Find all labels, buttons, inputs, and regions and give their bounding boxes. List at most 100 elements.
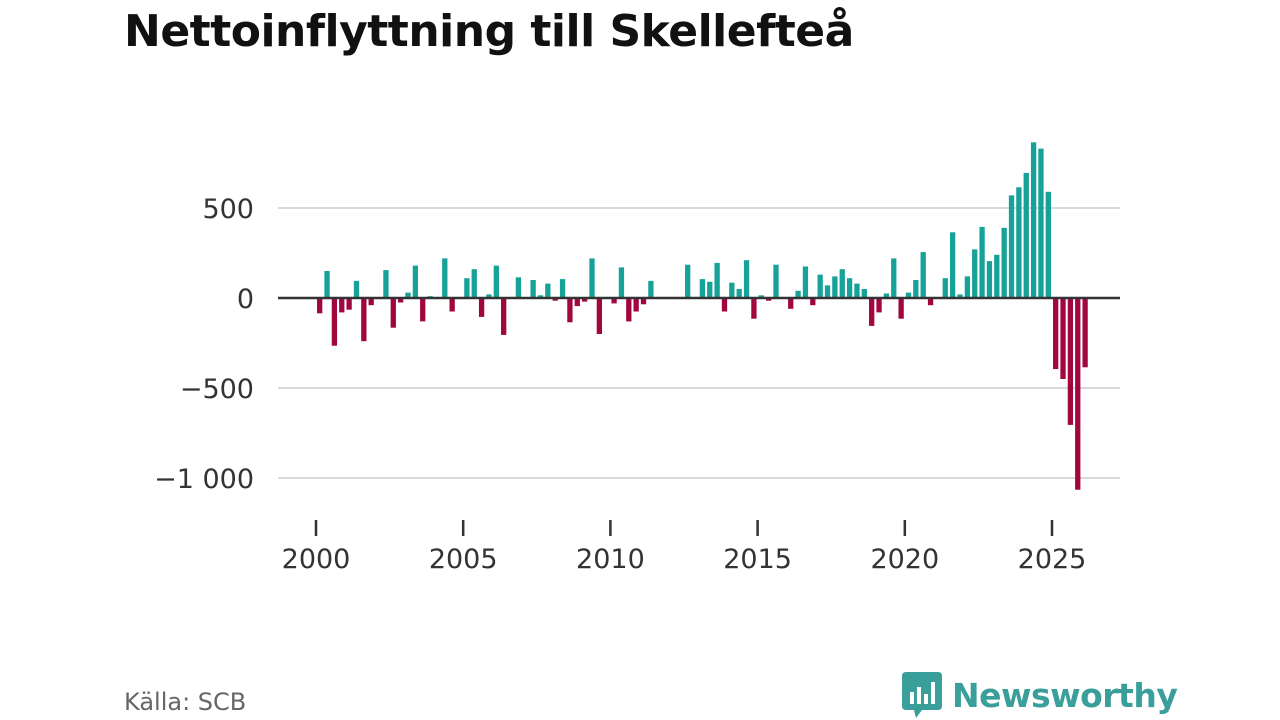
bar	[854, 283, 860, 298]
bar	[648, 280, 654, 298]
bar	[883, 293, 890, 298]
bar	[1038, 148, 1044, 298]
bar	[721, 298, 728, 312]
x-tick-label: 2020	[870, 544, 939, 575]
bar	[626, 298, 632, 322]
chart-title: Nettoinflyttning till Skellefteå	[124, 6, 854, 57]
source-note: Källa: SCB	[124, 688, 247, 716]
bar	[501, 298, 507, 335]
bar	[1053, 298, 1059, 370]
bar	[383, 270, 389, 298]
bar	[707, 281, 713, 298]
bar	[846, 278, 853, 298]
bar	[810, 298, 816, 306]
bar	[839, 269, 845, 298]
bar	[361, 298, 367, 342]
bar	[346, 298, 352, 310]
bar	[824, 285, 831, 298]
bar	[898, 298, 904, 319]
bar	[1060, 298, 1066, 379]
x-axis: 2000 2005 2010 2015 2020 2025	[282, 520, 1087, 575]
bar	[1045, 191, 1051, 298]
gridlines	[278, 207, 1120, 479]
bar	[537, 295, 544, 298]
bar	[545, 283, 551, 298]
bar	[1075, 298, 1081, 490]
bar	[567, 298, 573, 323]
y-axis: 500 0 −500 −1 000	[154, 194, 254, 495]
bar	[515, 277, 522, 298]
bar	[339, 298, 345, 313]
bar	[486, 294, 492, 298]
bars	[317, 142, 1088, 490]
bar	[743, 260, 750, 298]
bar	[979, 226, 985, 298]
bar	[478, 298, 485, 317]
bar	[611, 298, 617, 304]
bar	[324, 271, 330, 298]
bar	[927, 298, 934, 306]
bar	[1030, 142, 1037, 298]
bar	[559, 279, 566, 298]
bar	[817, 274, 823, 298]
bar	[986, 261, 993, 298]
bar	[891, 258, 897, 298]
bar	[405, 292, 411, 298]
bar	[773, 264, 779, 298]
bar	[905, 292, 912, 298]
bar	[493, 265, 499, 298]
newsworthy-logo-icon	[902, 672, 942, 718]
x-tick-label: 2010	[576, 544, 645, 575]
bar	[957, 294, 963, 298]
bar	[618, 267, 625, 298]
y-tick-label: −500	[180, 374, 254, 405]
bar	[353, 280, 360, 298]
y-tick-label: −1 000	[154, 464, 254, 495]
y-tick-label: 0	[237, 284, 254, 315]
bar	[581, 298, 588, 302]
bar	[1001, 227, 1007, 298]
bar	[920, 252, 926, 298]
bar	[471, 269, 477, 298]
bar	[994, 254, 1000, 298]
bar	[589, 258, 595, 298]
bar	[1082, 298, 1088, 368]
bar	[736, 289, 742, 298]
bar	[464, 278, 470, 298]
bar	[802, 266, 809, 298]
bar	[331, 298, 338, 346]
bar	[449, 298, 455, 312]
bar	[1067, 298, 1074, 425]
bar	[1008, 195, 1015, 298]
bar	[317, 298, 323, 314]
bar	[685, 264, 691, 298]
bar	[861, 289, 867, 298]
bar	[972, 249, 978, 298]
bar	[596, 298, 603, 334]
bar	[574, 298, 580, 307]
bar-chart: 500 0 −500 −1 000 2000 2005 2010 2015 2020 2025	[154, 142, 1120, 575]
bar	[765, 298, 772, 301]
bar	[949, 232, 956, 298]
bar	[420, 298, 426, 322]
bar	[412, 265, 419, 298]
bar	[795, 290, 801, 298]
bar	[714, 262, 720, 298]
bar	[788, 298, 794, 309]
bar	[758, 295, 764, 298]
bar	[530, 280, 536, 298]
y-tick-label: 500	[202, 194, 254, 225]
x-tick-label: 2025	[1018, 544, 1087, 575]
x-tick-label: 2005	[429, 544, 498, 575]
newsworthy-logo: Newsworthy	[902, 672, 1178, 718]
x-tick-label: 2015	[723, 544, 792, 575]
bar	[729, 282, 735, 298]
bar	[876, 298, 882, 313]
bar	[1023, 172, 1029, 298]
bar	[832, 276, 838, 298]
bar	[633, 298, 639, 312]
bar	[913, 280, 919, 298]
bar	[368, 298, 374, 306]
bar	[1016, 187, 1022, 298]
bar	[699, 279, 706, 298]
